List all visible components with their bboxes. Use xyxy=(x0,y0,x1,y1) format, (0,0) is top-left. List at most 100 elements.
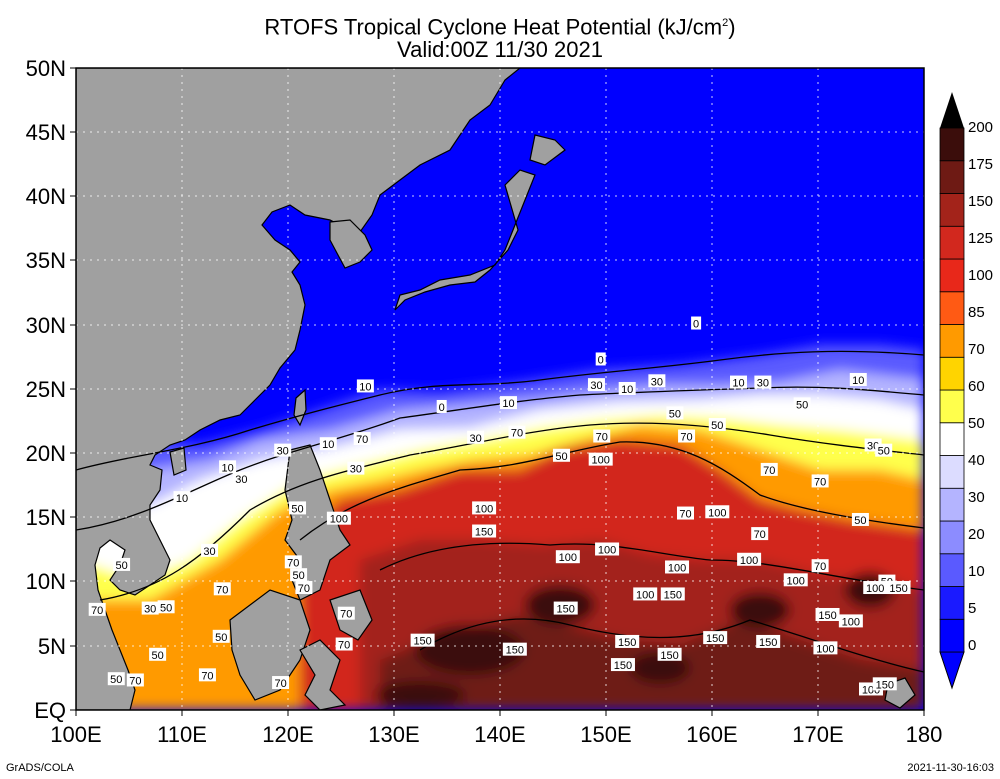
contour-label: 10 xyxy=(173,491,191,505)
svg-text:150: 150 xyxy=(614,660,632,672)
colorbar-label-175: 175 xyxy=(968,156,994,173)
svg-text:70: 70 xyxy=(340,609,352,621)
lat-label-35n: 35N xyxy=(25,248,66,273)
contour-label: 0 xyxy=(595,352,606,366)
contour-label: 50 xyxy=(708,417,726,432)
lon-label-170e: 170E xyxy=(792,722,844,747)
contour-label: 100 xyxy=(813,641,838,655)
svg-text:70: 70 xyxy=(201,670,213,682)
svg-text:50: 50 xyxy=(854,515,866,527)
svg-text:100: 100 xyxy=(330,514,348,526)
lat-label-45n: 45N xyxy=(25,120,66,145)
contour-label: 70 xyxy=(811,474,829,488)
contour-label: 100 xyxy=(472,501,497,515)
svg-text:150: 150 xyxy=(889,583,907,595)
lat-label-20n: 20N xyxy=(25,441,66,466)
svg-text:10: 10 xyxy=(732,378,744,390)
svg-text:100: 100 xyxy=(740,555,758,567)
lat-label-30n: 30N xyxy=(25,313,66,338)
svg-text:50: 50 xyxy=(878,446,890,458)
contour-label: 0 xyxy=(436,399,447,414)
svg-text:50: 50 xyxy=(215,632,227,644)
colorbar-label-85: 85 xyxy=(968,304,985,321)
lon-label-130e: 130E xyxy=(368,722,420,747)
colorbar-segment xyxy=(939,127,965,162)
contour-label: 150 xyxy=(610,658,635,672)
svg-text:100: 100 xyxy=(842,616,860,628)
japan xyxy=(394,169,536,311)
svg-text:70: 70 xyxy=(814,561,826,573)
svg-text:30: 30 xyxy=(590,380,602,392)
contour-label: 30 xyxy=(754,375,772,390)
colorbar-segment xyxy=(939,520,965,555)
svg-text:10: 10 xyxy=(322,439,334,451)
colorbar-segment xyxy=(939,455,965,489)
colorbar-label-20: 20 xyxy=(968,526,985,543)
contour-label: 10 xyxy=(618,382,636,396)
svg-text:150: 150 xyxy=(475,527,493,539)
svg-text:100: 100 xyxy=(866,583,884,595)
svg-text:50: 50 xyxy=(110,674,122,686)
lat-label-10n: 10N xyxy=(25,569,66,594)
contour-label: 10 xyxy=(356,379,374,393)
svg-text:70: 70 xyxy=(129,675,141,687)
lat-label-5n: 5N xyxy=(37,634,66,659)
contour-label: 70 xyxy=(811,559,829,573)
colorbar-segment xyxy=(939,291,965,325)
svg-text:70: 70 xyxy=(814,476,826,488)
svg-text:150: 150 xyxy=(413,636,431,648)
map-valid-time: Valid:00Z 11/30 2021 xyxy=(397,37,603,62)
contour-label: 100 xyxy=(595,542,620,557)
svg-text:70: 70 xyxy=(596,432,608,444)
colorbar-label-50: 50 xyxy=(968,415,985,432)
contour-label: 70 xyxy=(213,582,231,596)
contour-label: 50 xyxy=(666,406,684,420)
colorbar-segment xyxy=(939,553,965,587)
contour-label: 30 xyxy=(648,374,666,388)
svg-text:30: 30 xyxy=(469,433,481,445)
colorbar-label-10: 10 xyxy=(968,563,985,580)
contour-label: 70 xyxy=(593,429,611,444)
contour-label: 30 xyxy=(141,601,159,616)
svg-text:50: 50 xyxy=(291,503,303,515)
axis-ticks xyxy=(70,67,925,716)
korea xyxy=(329,219,373,269)
colorbar-segment xyxy=(939,160,965,194)
contour-label: 100 xyxy=(737,552,762,567)
svg-text:50: 50 xyxy=(796,399,808,411)
contour-label: 150 xyxy=(502,642,527,657)
contour-label: 50 xyxy=(875,443,893,458)
svg-text:100: 100 xyxy=(668,562,686,574)
contour-label: 150 xyxy=(615,634,640,649)
contour-label: 70 xyxy=(353,432,371,446)
lon-label-110e: 110E xyxy=(157,722,207,747)
contour-label: 50 xyxy=(212,629,230,644)
contour-label: 30 xyxy=(274,443,292,458)
svg-text:70: 70 xyxy=(287,557,299,569)
contour-label: 50 xyxy=(793,397,811,411)
contour-label: 50 xyxy=(113,557,131,572)
colorbar-segment xyxy=(939,422,965,456)
colorbar-segment xyxy=(939,586,965,620)
land xyxy=(76,68,916,710)
colorbar-top-arrow xyxy=(940,92,964,128)
contour-label: 10 xyxy=(499,396,517,410)
contour-label: 70 xyxy=(508,425,526,440)
contour-label: 100 xyxy=(705,505,730,519)
svg-text:150: 150 xyxy=(618,637,636,649)
contour-label: 70 xyxy=(760,462,778,477)
svg-text:100: 100 xyxy=(708,507,726,519)
contour-label: 100 xyxy=(588,452,613,467)
contour-label: 70 xyxy=(751,527,769,541)
svg-text:30: 30 xyxy=(651,376,663,388)
colorbar-label-0: 0 xyxy=(968,637,977,654)
svg-text:30: 30 xyxy=(203,546,215,558)
contour-label: 50 xyxy=(289,501,307,515)
svg-text:70: 70 xyxy=(679,509,691,521)
contour-label: 30 xyxy=(232,471,250,486)
svg-text:150: 150 xyxy=(759,637,777,649)
colorbar-label-60: 60 xyxy=(968,378,985,395)
svg-text:10: 10 xyxy=(621,384,633,396)
